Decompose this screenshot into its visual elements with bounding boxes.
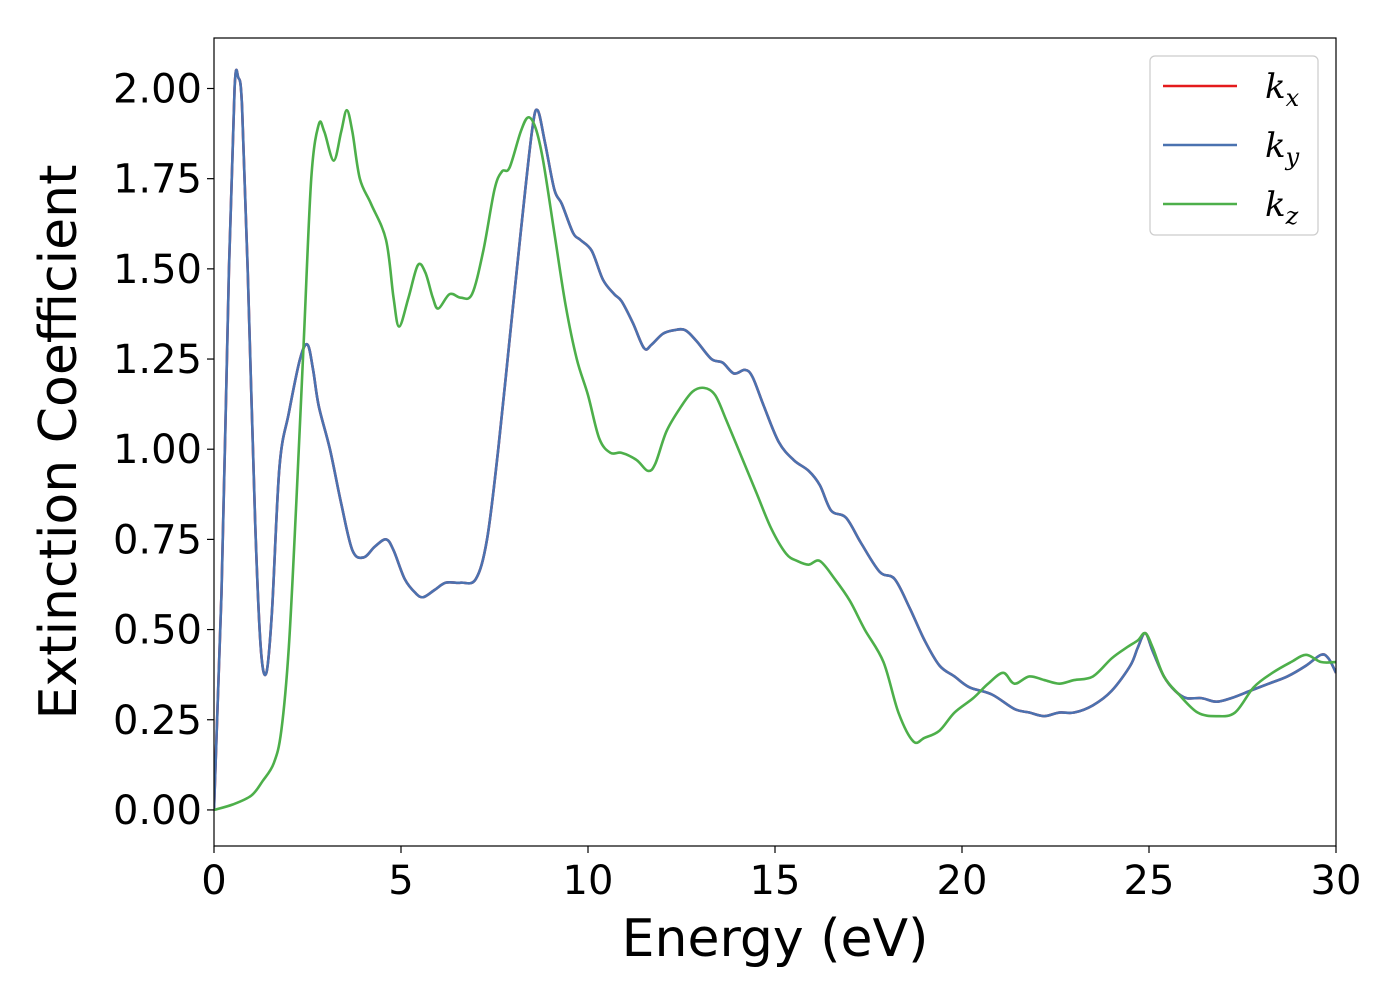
- y-tick-label: 1.75: [113, 157, 202, 203]
- y-tick-label: 0.00: [113, 788, 202, 834]
- y-tick-label: 0.25: [113, 698, 202, 744]
- y-tick-label: 1.00: [113, 427, 202, 473]
- x-axis: 0 5 10 15 20 25 30: [201, 846, 1361, 904]
- x-axis-label: Energy (eV): [622, 909, 929, 969]
- series-line-y: [214, 68, 1336, 810]
- series-layer: [214, 68, 1336, 812]
- y-tick-label: 1.25: [113, 337, 202, 383]
- x-tick-label: 30: [1311, 858, 1362, 904]
- y-axis-label: Extinction Coefficient: [29, 165, 89, 720]
- y-tick-label: 2.00: [113, 67, 202, 113]
- x-tick-label: 10: [563, 858, 614, 904]
- y-tick-label: 1.50: [113, 247, 202, 293]
- x-tick-label: 0: [201, 858, 226, 904]
- series-line-z: [214, 108, 1336, 812]
- x-tick-label: 25: [1124, 858, 1175, 904]
- x-tick-label: 20: [937, 858, 988, 904]
- y-axis: 0.00 0.25 0.50 0.75 1.00 1.25 1.50 1.75 2.00: [113, 67, 214, 834]
- y-tick-label: 0.50: [113, 608, 202, 654]
- y-tick-label: 0.75: [113, 517, 202, 563]
- x-tick-label: 15: [750, 858, 801, 904]
- x-tick-label: 5: [388, 858, 413, 904]
